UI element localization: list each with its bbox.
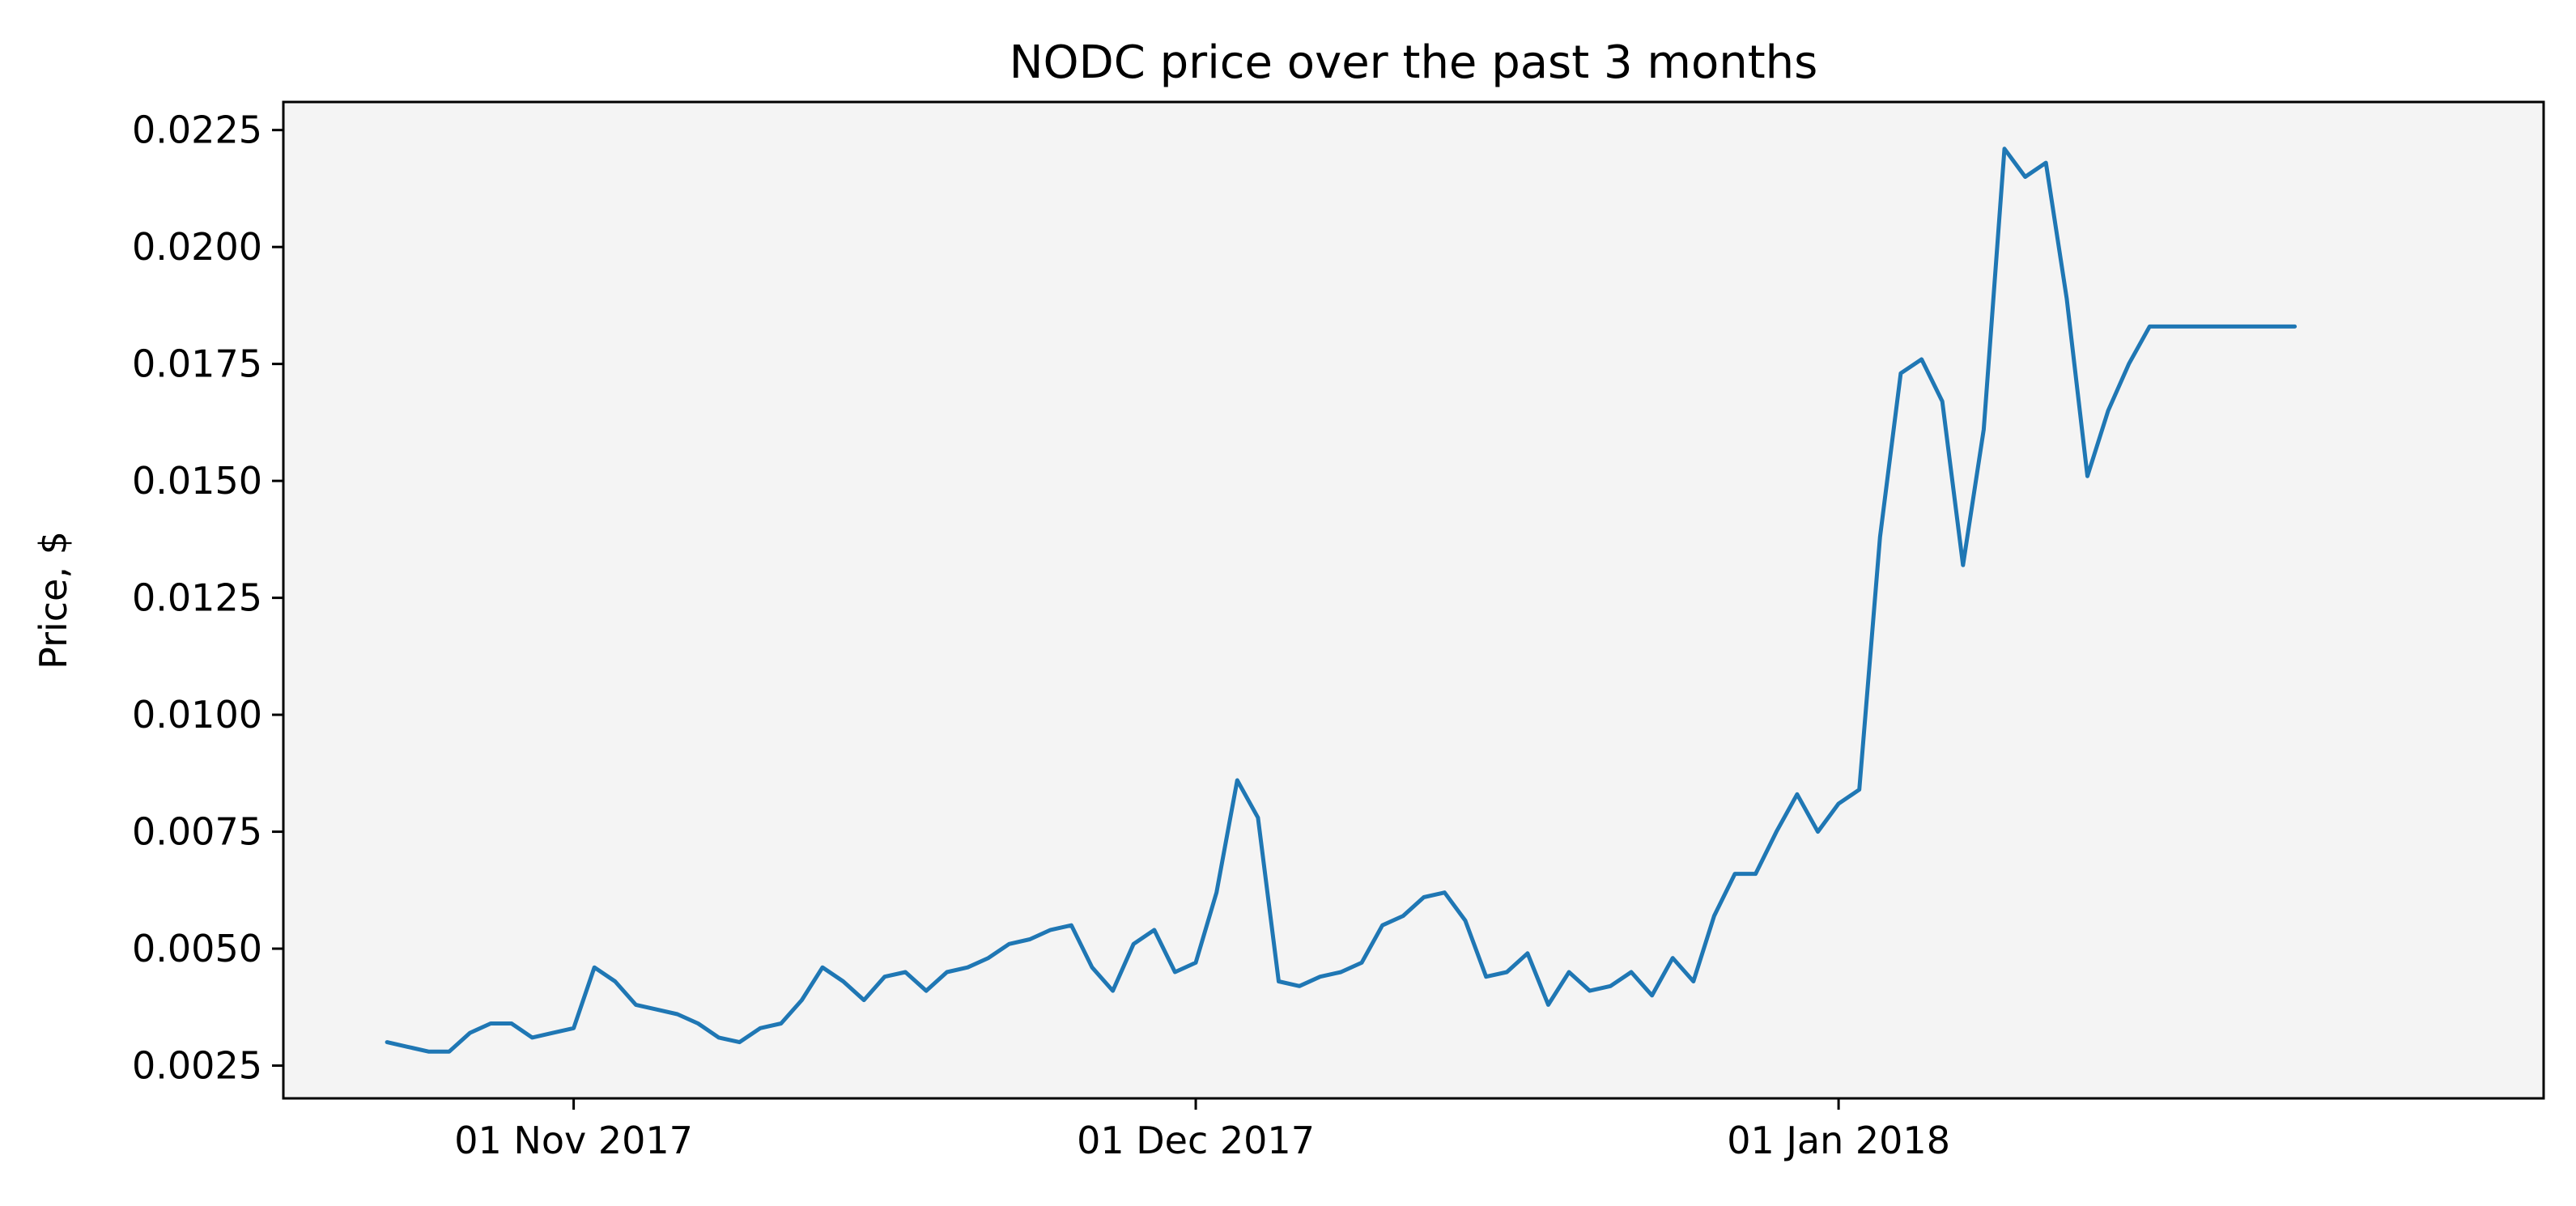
tick-layer: 0.0025 0.0050 0.0075 0.0100 0.0125 0.0150 0.01… [132,108,1950,1162]
y-tick-label: 0.0100 [132,693,262,737]
y-axis-label: Price, $ [32,531,75,669]
x-tick-label: 01 Dec 2017 [1077,1119,1315,1162]
y-tick-label: 0.0200 [132,225,262,269]
x-tick-label: 01 Jan 2018 [1727,1119,1950,1162]
y-tick-label: 0.0125 [132,576,262,620]
chart-title: NODC price over the past 3 months [1010,36,1818,89]
price-series-line [385,147,2298,1054]
plot-frame [282,100,2545,1100]
y-tick-label: 0.0150 [132,459,262,503]
y-tick-label: 0.0050 [132,927,262,970]
plot-background [283,102,2544,1098]
x-tick-label: 01 Nov 2017 [454,1119,693,1162]
y-tick-label: 0.0175 [132,342,262,386]
y-tick-label: 0.0075 [132,810,262,854]
y-tick-label: 0.0025 [132,1044,262,1088]
y-tick-label: 0.0225 [132,108,262,152]
